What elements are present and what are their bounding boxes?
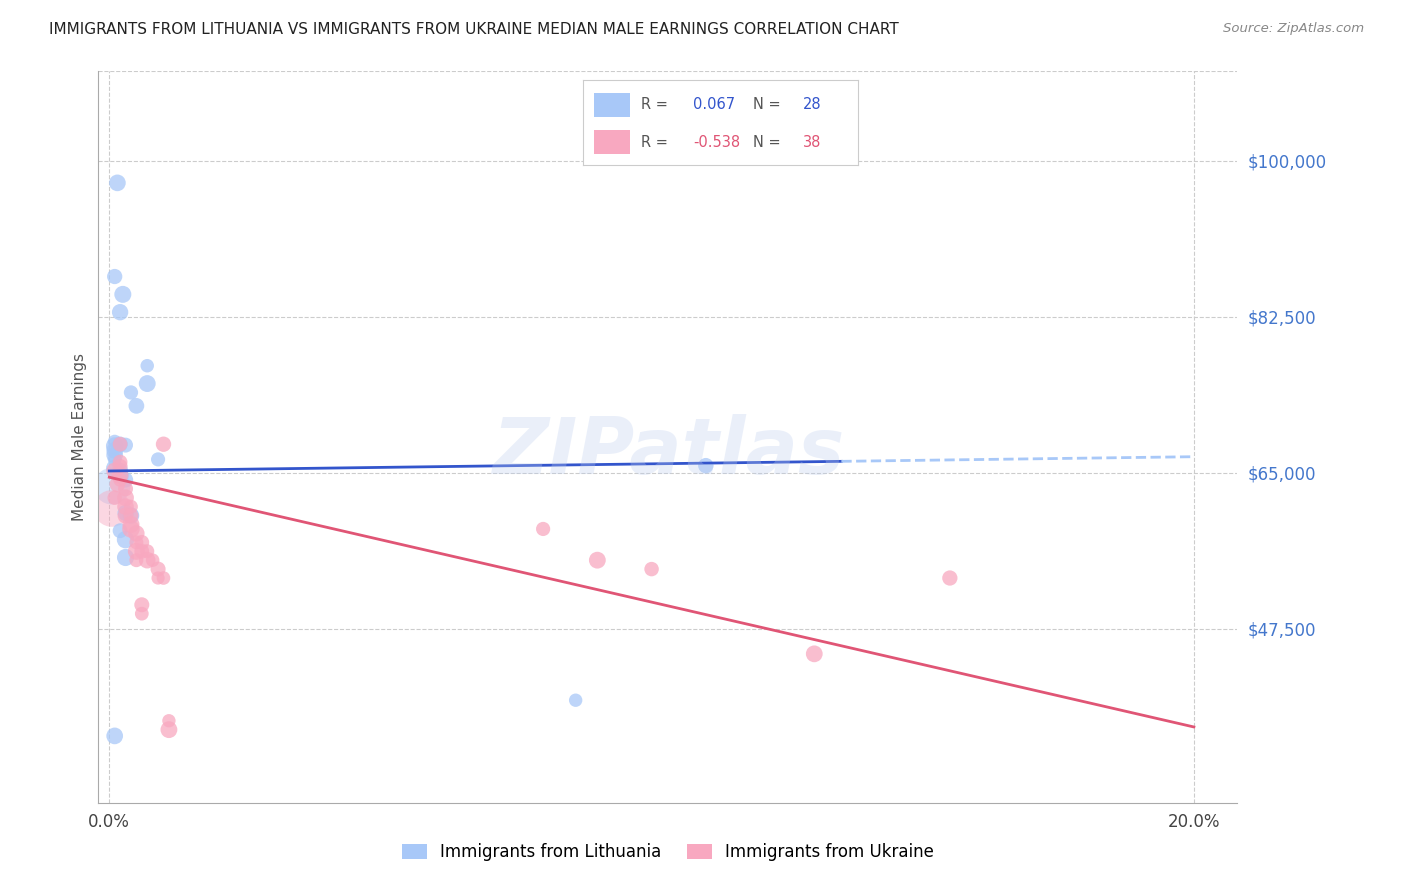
Point [125,553,148,567]
Point [146,452,169,467]
Text: IMMIGRANTS FROM LITHUANIA VS IMMIGRANTS FROM UKRAINE MEDIAN MALE EARNINGS CORREL: IMMIGRANTS FROM LITHUANIA VS IMMIGRANTS … [49,22,898,37]
Text: ZIPatlas: ZIPatlas [492,414,844,490]
Point [104,269,127,284]
Point [108,524,131,538]
Point [125,544,148,558]
Point [104,461,127,475]
Text: 0.067: 0.067 [693,97,735,112]
Point [108,468,131,483]
Point [108,305,131,319]
Point [120,500,142,514]
Point [131,607,153,621]
Point [120,508,142,523]
Point [125,526,148,541]
Point [125,399,148,413]
Point [120,517,142,532]
Point [939,571,962,585]
Point [131,535,153,549]
Text: R =: R = [641,97,672,112]
Text: R =: R = [641,135,672,150]
Point [104,491,127,505]
Point [107,477,129,491]
Point [104,729,127,743]
Point [108,473,131,487]
Point [146,562,169,576]
Text: 38: 38 [803,135,821,150]
Point [101,501,124,516]
Point [131,544,153,558]
Point [142,553,165,567]
Point [114,533,136,547]
Point [108,455,131,469]
Point [136,376,159,391]
Point [108,459,131,474]
Point [114,491,136,505]
Point [131,598,153,612]
Text: -0.538: -0.538 [693,135,741,150]
Point [104,452,127,467]
Point [108,437,131,451]
Point [136,544,159,558]
Text: Source: ZipAtlas.com: Source: ZipAtlas.com [1223,22,1364,36]
Point [146,571,169,585]
Point [136,553,159,567]
Point [108,464,131,478]
Point [803,647,825,661]
Point [120,385,142,400]
Legend: Immigrants from Lithuania, Immigrants from Ukraine: Immigrants from Lithuania, Immigrants fr… [395,837,941,868]
Point [108,437,131,451]
Bar [595,130,630,154]
Point [111,287,134,301]
Point [114,500,136,514]
Point [564,693,586,707]
Point [114,506,136,520]
Point [695,458,717,473]
Point [114,482,136,496]
Point [152,571,174,585]
Point [104,464,127,478]
Point [125,535,148,549]
Point [107,176,129,190]
Bar [595,93,630,117]
Point [136,359,159,373]
Point [114,550,136,565]
Point [640,562,662,576]
Point [157,723,180,737]
Point [114,508,136,523]
Point [104,443,127,458]
Text: N =: N = [754,97,786,112]
Point [104,448,127,462]
Point [120,508,142,523]
Point [104,439,127,453]
Text: N =: N = [754,135,786,150]
Point [104,434,127,449]
Point [157,714,180,728]
Point [586,553,609,567]
Point [108,468,131,483]
Point [114,473,136,487]
Y-axis label: Median Male Earnings: Median Male Earnings [72,353,87,521]
Point [531,522,554,536]
Point [101,479,124,493]
Point [114,438,136,452]
Text: 28: 28 [803,97,821,112]
Point [152,437,174,451]
Point [120,522,142,536]
